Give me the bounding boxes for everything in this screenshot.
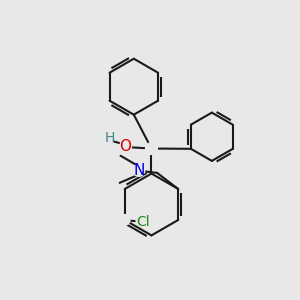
Text: Cl: Cl: [136, 215, 150, 229]
Text: N: N: [133, 163, 145, 178]
Text: O: O: [120, 139, 132, 154]
Circle shape: [146, 142, 158, 154]
Circle shape: [119, 214, 130, 225]
Circle shape: [120, 140, 131, 152]
Circle shape: [133, 165, 145, 176]
Text: H: H: [105, 131, 116, 145]
